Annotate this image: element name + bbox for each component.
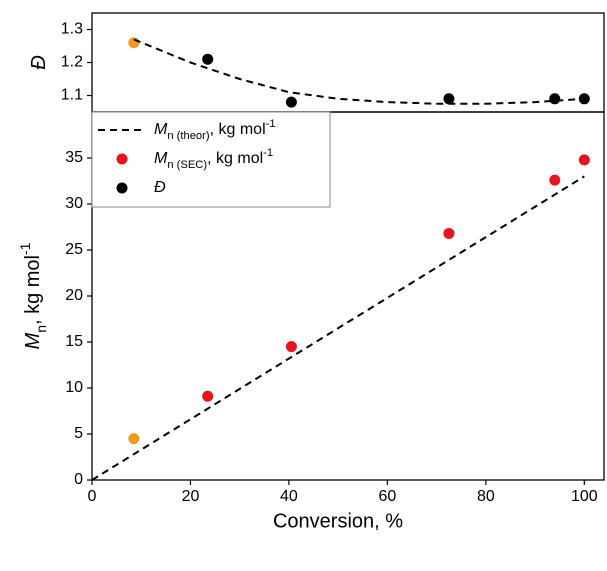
data-point — [202, 53, 214, 65]
x-axis-label: Conversion, % — [273, 510, 403, 532]
legend-box — [91, 111, 331, 208]
text-part: M — [22, 332, 44, 349]
x-tick-label: 20 — [182, 488, 200, 505]
x-tick-label: 40 — [280, 488, 298, 505]
x-tick-label: 80 — [477, 488, 495, 505]
data-point — [285, 341, 297, 353]
legend-label: Mn (theor), kg mol-1 — [154, 118, 276, 142]
y-tick-label: 1.3 — [61, 21, 83, 38]
y-axis-label: Mn, kg mol-1 — [17, 242, 49, 349]
text-part: n (SEC) — [167, 159, 207, 171]
series-line — [91, 175, 585, 481]
text-part: , kg mol — [22, 255, 44, 325]
plot-frame — [91, 12, 605, 113]
y-tick-label: 15 — [65, 333, 83, 350]
text-part: M — [154, 150, 168, 167]
y-tick-label: 1.1 — [61, 87, 83, 104]
y-tick-label: 30 — [65, 195, 83, 212]
text-part: -1 — [263, 147, 273, 159]
text-part: n — [33, 325, 49, 333]
legend-symbol — [116, 153, 128, 165]
text-part: , kg mol — [210, 121, 266, 138]
legend-label: Mn (SEC), kg mol-1 — [154, 147, 273, 171]
text-part: Đ — [154, 179, 166, 196]
y-tick-label: 25 — [65, 241, 83, 258]
y-axis-label: Đ — [28, 55, 50, 69]
data-point — [443, 93, 455, 105]
y-tick-label: 1.2 — [61, 54, 83, 71]
y-tick-label: 20 — [65, 287, 83, 304]
text-part: Đ — [28, 55, 50, 69]
data-point — [549, 93, 561, 105]
data-point — [578, 154, 590, 166]
y-tick-label: 35 — [65, 149, 83, 166]
data-point — [443, 227, 455, 239]
text-part: M — [154, 121, 168, 138]
legend-label: Đ — [154, 179, 166, 196]
series-line — [133, 38, 585, 105]
y-tick-label: 5 — [74, 425, 83, 442]
x-tick-label: 100 — [571, 488, 598, 505]
x-tick-label: 0 — [88, 488, 97, 505]
data-point — [128, 433, 140, 445]
x-tick-label: 60 — [378, 488, 396, 505]
y-tick-label: 0 — [74, 471, 83, 488]
data-point — [285, 96, 297, 108]
text-part: -1 — [17, 242, 33, 255]
text-part: , kg mol — [207, 150, 263, 167]
data-point — [202, 390, 214, 402]
data-point — [128, 37, 140, 49]
y-tick-label: 10 — [65, 379, 83, 396]
legend-symbol — [116, 182, 128, 194]
text-part: -1 — [266, 118, 276, 130]
data-point — [549, 174, 561, 186]
text-part: n (theor) — [167, 130, 210, 142]
